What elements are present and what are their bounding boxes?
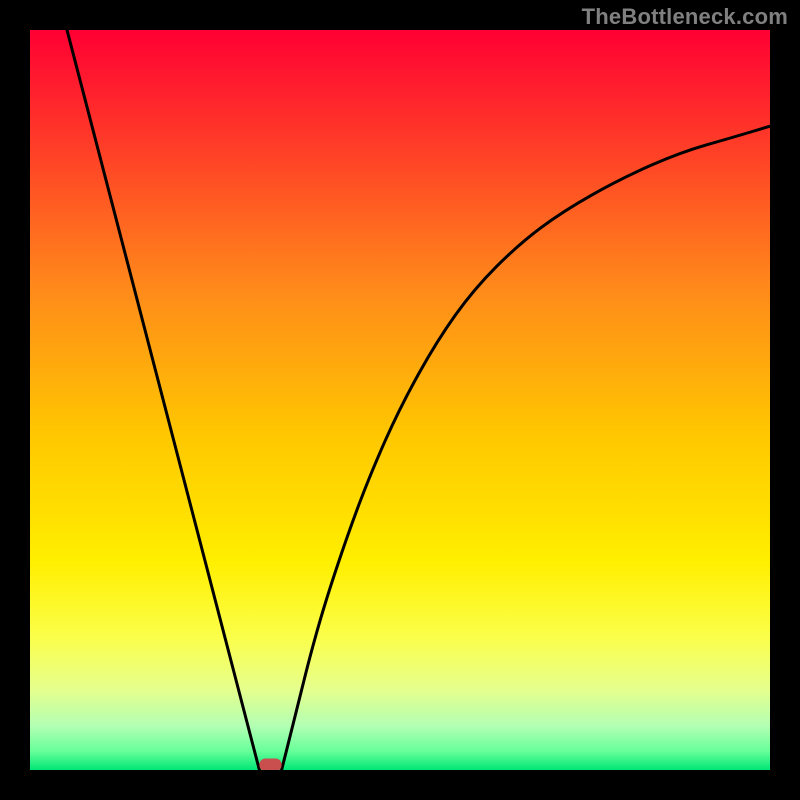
watermark-text: TheBottleneck.com <box>582 4 788 30</box>
minimum-marker <box>259 759 281 770</box>
bottleneck-curve-plot <box>30 30 770 770</box>
plot-background <box>30 30 770 770</box>
chart-frame: TheBottleneck.com <box>0 0 800 800</box>
